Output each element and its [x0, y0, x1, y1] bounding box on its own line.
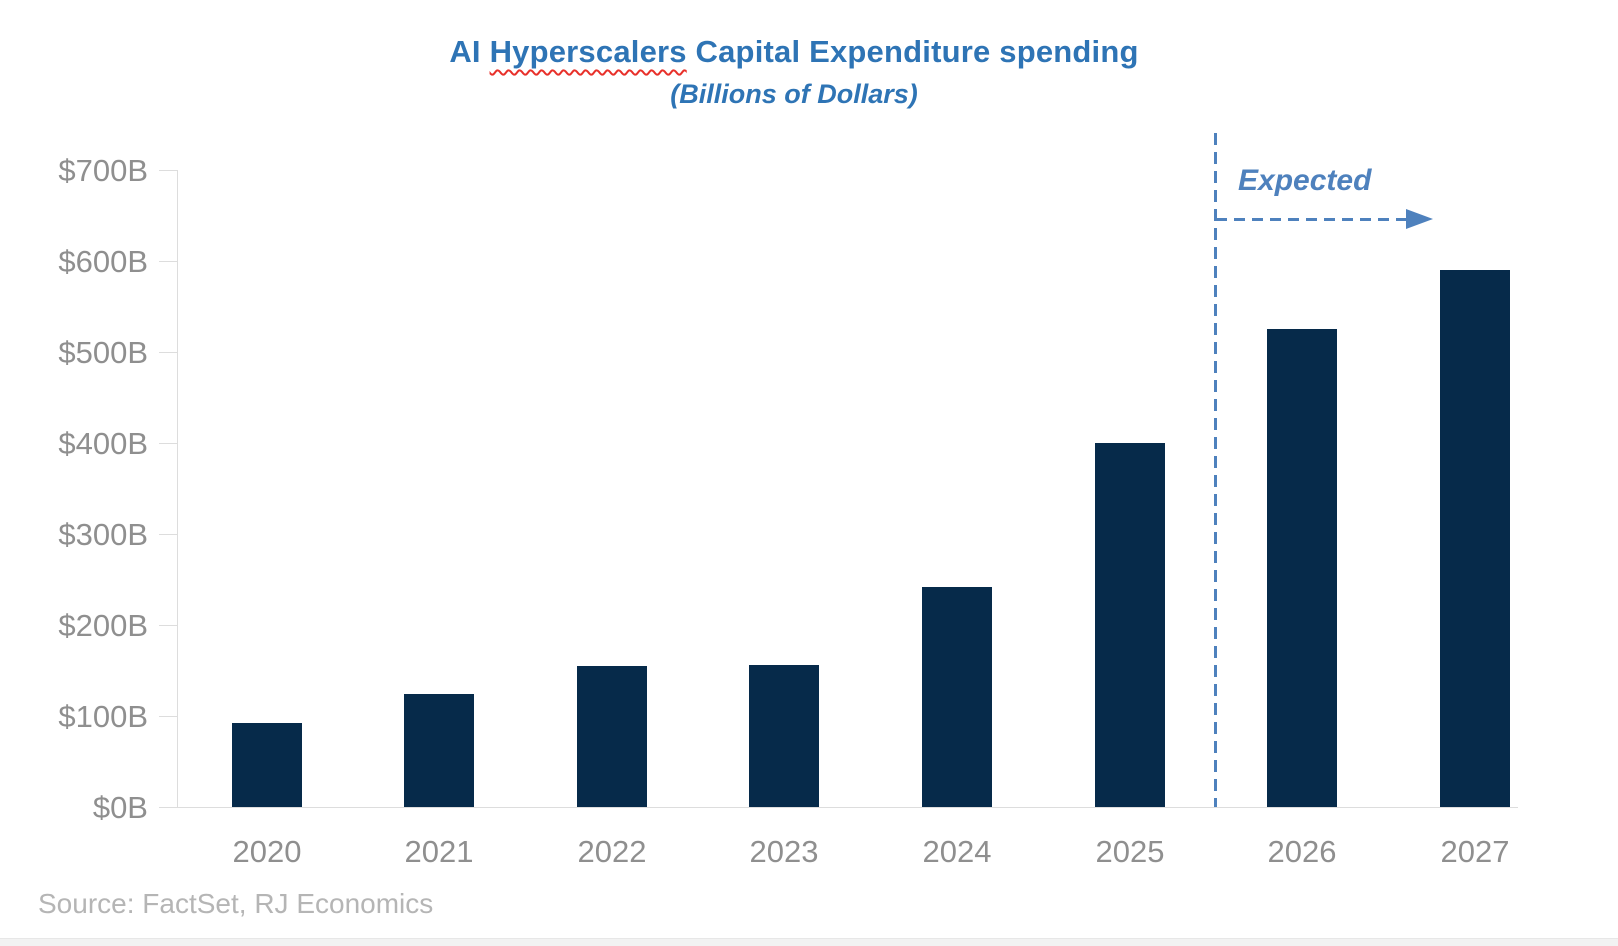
expected-arrow-dashed-line: [1216, 218, 1408, 221]
y-tick-label: $300B: [58, 517, 148, 552]
y-axis-tick: [159, 534, 177, 535]
y-tick-label: $600B: [58, 244, 148, 279]
y-tick-label: $200B: [58, 608, 148, 643]
bar-2024: [922, 587, 992, 807]
x-axis-label-2022: 2022: [577, 834, 647, 869]
y-tick-label: $0B: [92, 790, 148, 825]
chart-title-suffix: Capital Expenditure spending: [686, 34, 1139, 69]
y-tick-label: $700B: [58, 153, 148, 188]
chart-subtitle: (Billions of Dollars): [670, 79, 918, 109]
title-block: AI Hyperscalers Capital Expenditure spen…: [0, 34, 1588, 110]
x-axis-label-2024: 2024: [922, 834, 992, 869]
y-axis-tick: [159, 625, 177, 626]
expected-label: Expected: [1238, 164, 1372, 197]
y-axis-tick: [159, 352, 177, 353]
bottom-strip: [0, 938, 1618, 946]
y-axis-tick: [159, 170, 177, 171]
x-axis-label-2027: 2027: [1440, 834, 1510, 869]
spellcheck-underlined-word: Hyperscalers: [489, 34, 687, 69]
source-caption: Source: FactSet, RJ Economics: [38, 888, 434, 919]
y-tick-label: $100B: [58, 699, 148, 734]
y-axis-tick: [159, 716, 177, 717]
bar-2020: [232, 723, 302, 807]
chart-title: AI Hyperscalers Capital Expenditure spen…: [0, 34, 1588, 70]
x-axis-label-2020: 2020: [232, 834, 302, 869]
x-axis-label-2025: 2025: [1095, 834, 1165, 869]
expected-divider-dashed-line: [1214, 133, 1217, 807]
bar-2023: [749, 665, 819, 807]
y-tick-label: $500B: [58, 335, 148, 370]
x-axis-label-2023: 2023: [749, 834, 819, 869]
y-axis-tick: [159, 261, 177, 262]
y-axis-tick: [159, 443, 177, 444]
bar-2022: [577, 666, 647, 807]
x-axis-label-2026: 2026: [1267, 834, 1337, 869]
x-axis-label-2021: 2021: [404, 834, 474, 869]
arrow-head-icon: [1406, 209, 1433, 229]
bar-2026: [1267, 329, 1337, 807]
chart-title-prefix: AI: [449, 34, 490, 69]
y-tick-label: $400B: [58, 426, 148, 461]
bar-2027: [1440, 270, 1510, 807]
bar-2025: [1095, 443, 1165, 807]
bar-2021: [404, 694, 474, 807]
x-axis-line: [159, 807, 1518, 808]
y-axis-line: [177, 170, 178, 807]
